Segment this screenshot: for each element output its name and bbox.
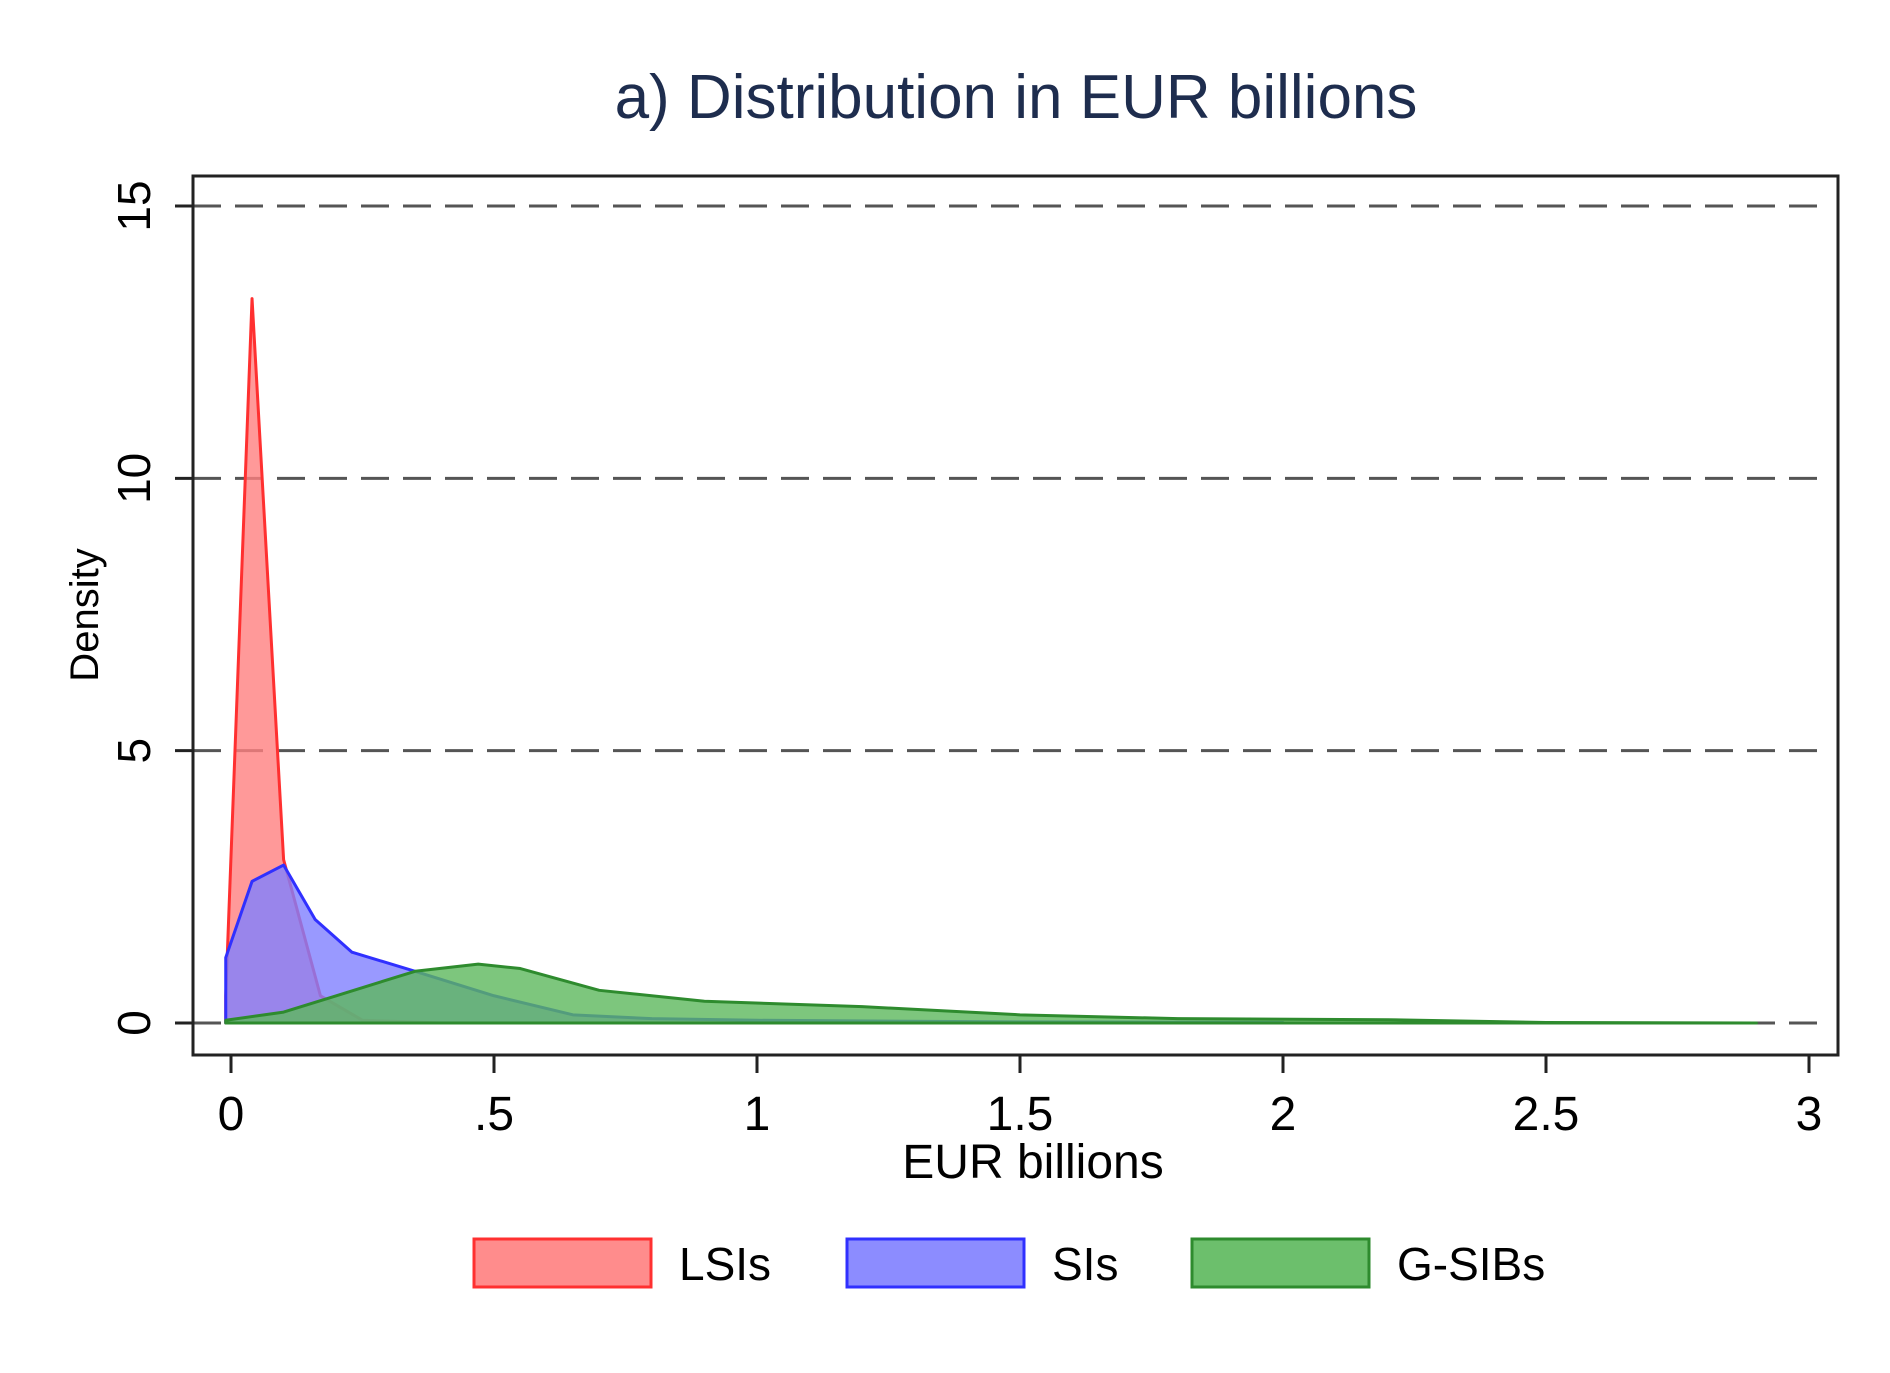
x-axis: 0 .5 1 1.5 2 2.5 3 [218,1055,1823,1141]
y-axis-label: Density [63,548,107,681]
legend-swatch-lsis [472,1237,653,1289]
density-areas [224,297,1758,1025]
legend-label-g-sibs: G-SIBs [1397,1238,1545,1290]
x-tick-label: 2 [1270,1088,1297,1141]
density-area-g-sibs [224,962,1758,1025]
gridlines [193,204,1826,1025]
y-axis: 0 5 10 15 [108,180,193,1036]
legend-swatch-g-sibs [1190,1237,1371,1289]
x-tick-label: .5 [474,1088,514,1141]
x-tick-label: 0 [218,1088,245,1141]
x-tick-label: 1.5 [987,1088,1054,1141]
y-tick-label: 5 [108,738,160,764]
legend-label-sis: SIs [1052,1238,1118,1290]
chart-title: a) Distribution in EUR billions [615,63,1418,132]
y-tick-label: 0 [108,1010,160,1036]
legend: LSIs SIs G-SIBs [472,1237,1545,1290]
x-tick-label: 3 [1796,1088,1823,1141]
legend-swatch-sis [845,1237,1026,1289]
y-tick-label: 10 [108,453,160,504]
x-tick-label: 1 [744,1088,771,1141]
y-tick-label: 15 [108,180,160,231]
x-axis-label: EUR billions [902,1136,1163,1189]
legend-label-lsis: LSIs [679,1238,771,1290]
plot-frame [191,174,1840,1057]
x-tick-label: 2.5 [1513,1088,1580,1141]
